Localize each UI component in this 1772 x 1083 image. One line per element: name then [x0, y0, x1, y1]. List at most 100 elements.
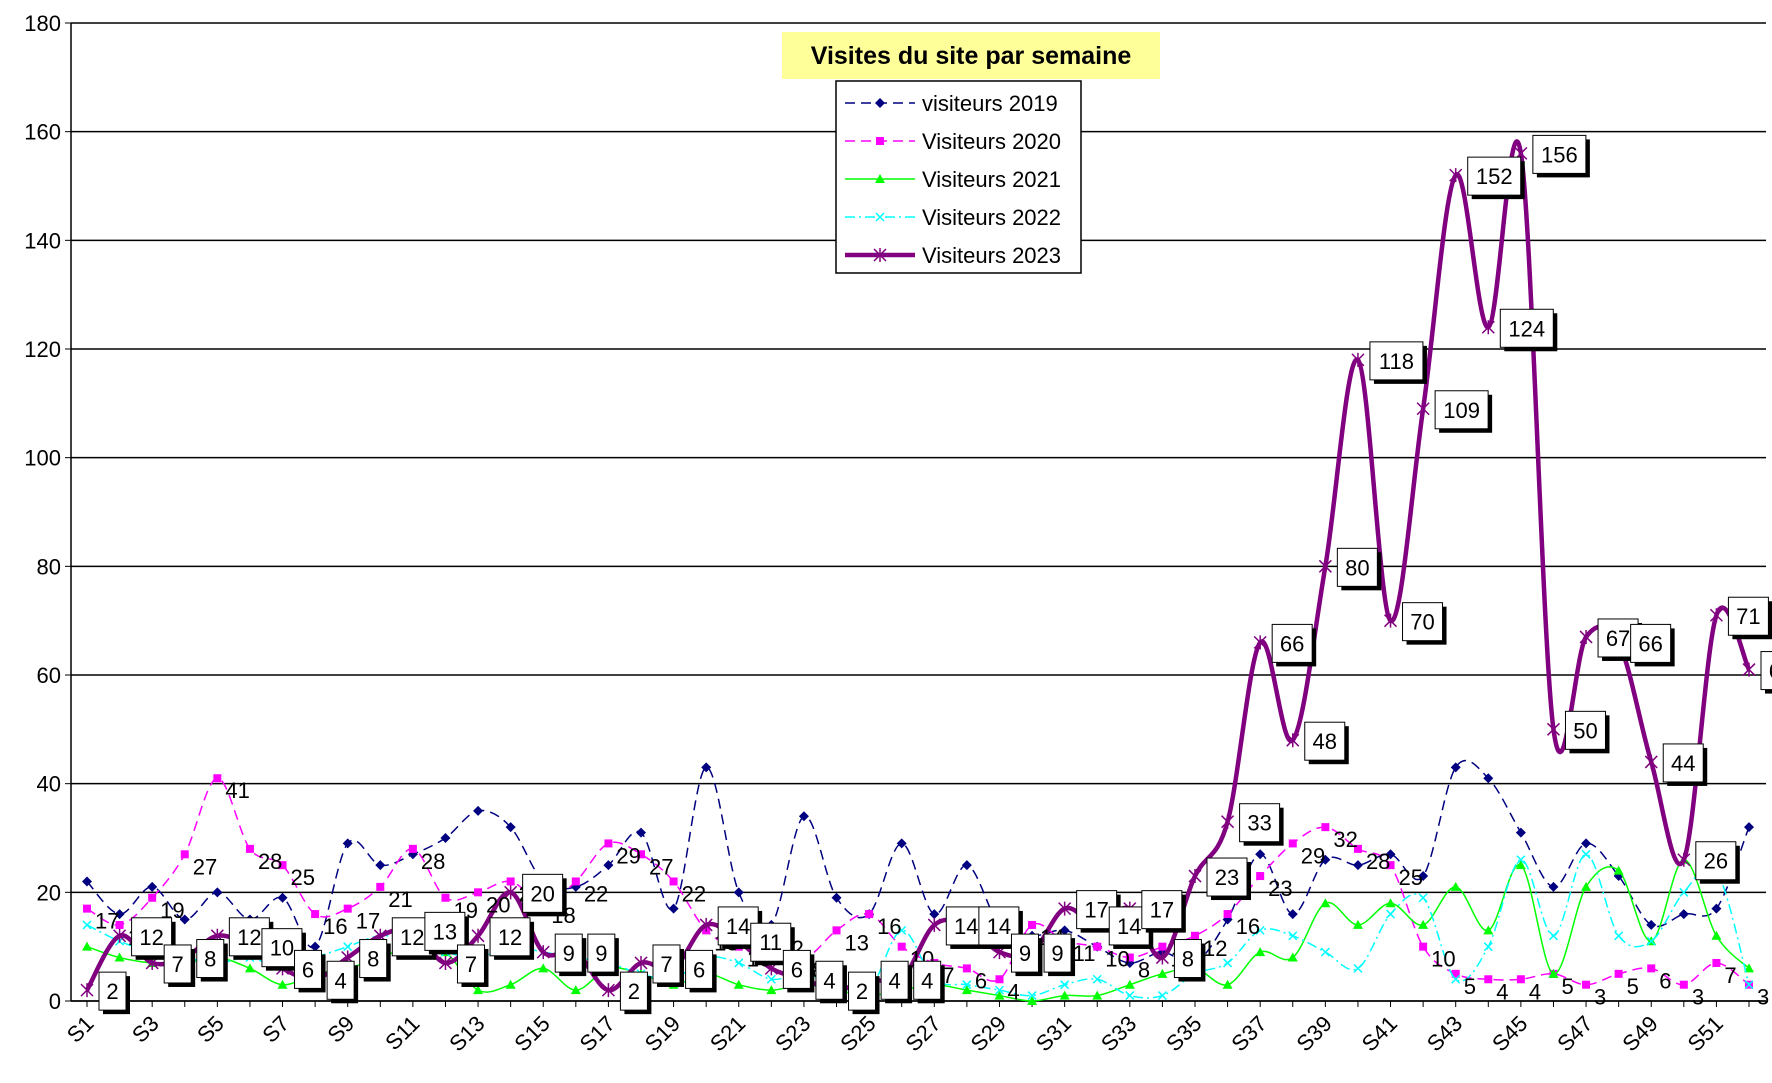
marker — [1060, 980, 1070, 990]
marker — [343, 942, 353, 952]
marker — [1614, 931, 1624, 941]
marker — [1255, 947, 1266, 957]
marker — [1581, 849, 1591, 859]
marker — [180, 850, 189, 859]
data-label: 5 — [1561, 974, 1573, 999]
marker — [699, 917, 713, 932]
label-box — [522, 873, 564, 913]
data-label: 7 — [1724, 963, 1736, 988]
marker — [1678, 909, 1689, 920]
data-label: 4 — [823, 968, 835, 993]
marker — [1484, 975, 1493, 984]
data-label: 8 — [1138, 958, 1150, 983]
marker — [961, 860, 972, 871]
data-label: 8 — [1182, 947, 1194, 972]
marker — [1679, 887, 1689, 897]
y-tick-label: 20 — [37, 880, 61, 905]
marker — [604, 839, 613, 848]
marker — [1157, 968, 1168, 978]
marker — [897, 925, 907, 935]
marker — [1451, 974, 1461, 984]
marker — [80, 983, 94, 998]
marker — [82, 876, 92, 887]
marker — [1579, 629, 1593, 644]
marker — [473, 985, 484, 995]
marker — [1711, 903, 1722, 914]
series-line — [86, 777, 1750, 986]
marker — [865, 910, 874, 919]
label-box — [1760, 651, 1772, 691]
data-label: 3 — [1757, 985, 1769, 1010]
marker — [474, 888, 483, 897]
marker — [113, 928, 127, 943]
data-label: 13 — [845, 930, 869, 955]
data-label: 10 — [270, 936, 294, 961]
marker — [1288, 839, 1297, 848]
marker — [471, 928, 485, 943]
marker — [896, 838, 907, 849]
marker — [927, 917, 941, 932]
data-label: 16 — [1236, 914, 1260, 939]
marker — [1191, 931, 1199, 940]
marker — [1352, 860, 1363, 871]
marker — [1092, 974, 1102, 984]
marker — [1742, 662, 1756, 677]
marker — [115, 920, 124, 929]
label-box — [1532, 134, 1587, 174]
data-label: 12 — [400, 925, 424, 950]
label-box — [913, 960, 942, 1000]
data-label: 20 — [530, 881, 554, 906]
label-box — [294, 949, 323, 989]
marker — [766, 974, 776, 984]
marker — [343, 904, 352, 913]
marker — [1546, 722, 1561, 737]
marker — [831, 892, 842, 903]
marker — [1320, 854, 1331, 865]
data-label: 11 — [1073, 941, 1096, 966]
marker — [1318, 559, 1332, 574]
marker — [571, 877, 580, 886]
marker — [962, 964, 971, 973]
marker — [147, 881, 158, 892]
marker — [1353, 844, 1362, 853]
marker — [1385, 898, 1396, 908]
data-label: 2 — [628, 979, 640, 1004]
data-label: 14 — [954, 914, 978, 939]
marker — [1157, 991, 1167, 1001]
marker — [766, 985, 777, 995]
data-label: 27 — [649, 854, 673, 879]
data-label: 8 — [367, 947, 379, 972]
marker — [929, 909, 940, 920]
marker — [1352, 919, 1363, 929]
data-label: 7 — [660, 952, 672, 977]
label-box — [1369, 341, 1424, 381]
marker — [1548, 968, 1559, 978]
marker — [875, 212, 885, 222]
label-box — [587, 933, 616, 973]
data-label: 70 — [1410, 610, 1434, 635]
y-tick-label: 40 — [37, 772, 61, 797]
marker — [1515, 827, 1526, 838]
data-label: 17 — [1150, 898, 1174, 923]
data-label: 4 — [1496, 979, 1508, 1004]
data-label: 10 — [1431, 947, 1455, 972]
data-label: 2 — [106, 979, 118, 1004]
marker — [311, 910, 320, 919]
data-label: 156 — [1541, 142, 1578, 167]
data-label: 7 — [172, 952, 184, 977]
marker — [438, 955, 453, 970]
marker — [876, 137, 884, 145]
data-label: 5 — [1627, 974, 1639, 999]
marker — [570, 985, 581, 995]
marker — [538, 963, 549, 973]
data-label: 16 — [877, 914, 901, 939]
data-label: 3 — [1692, 985, 1704, 1010]
marker — [1058, 901, 1072, 916]
marker — [1321, 823, 1330, 832]
marker — [1351, 352, 1365, 367]
marker — [82, 920, 92, 930]
data-label: 13 — [433, 919, 457, 944]
label-box — [619, 971, 648, 1011]
label-box — [98, 971, 127, 1011]
